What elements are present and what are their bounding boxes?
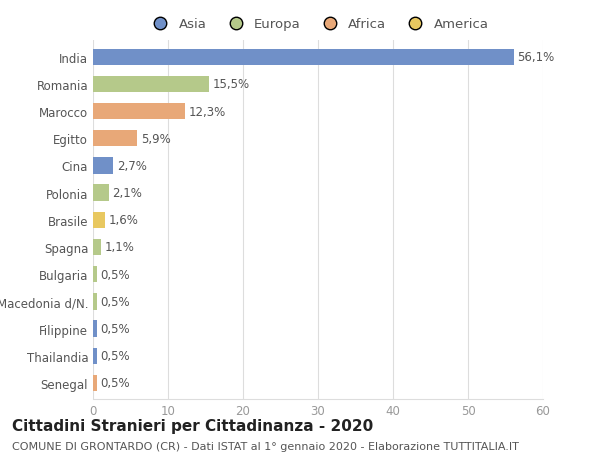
Text: 0,5%: 0,5% [101,295,130,308]
Text: Cittadini Stranieri per Cittadinanza - 2020: Cittadini Stranieri per Cittadinanza - 2… [12,418,373,433]
Bar [93,104,185,120]
Bar [93,239,101,256]
Text: 0,5%: 0,5% [101,349,130,363]
Text: 12,3%: 12,3% [189,106,226,118]
Text: 1,1%: 1,1% [105,241,135,254]
Text: 5,9%: 5,9% [141,133,171,146]
Legend: Asia, Europa, Africa, America: Asia, Europa, Africa, America [147,18,489,31]
Bar [93,321,97,337]
Bar [93,348,97,364]
Text: COMUNE DI GRONTARDO (CR) - Dati ISTAT al 1° gennaio 2020 - Elaborazione TUTTITAL: COMUNE DI GRONTARDO (CR) - Dati ISTAT al… [12,441,519,451]
Bar [93,50,514,66]
Text: 0,5%: 0,5% [101,376,130,390]
Text: 1,6%: 1,6% [109,214,139,227]
Bar [93,266,97,283]
Bar [93,77,209,93]
Bar [93,294,97,310]
Text: 2,1%: 2,1% [113,187,142,200]
Text: 0,5%: 0,5% [101,268,130,281]
Bar [93,212,105,229]
Bar [93,185,109,202]
Text: 56,1%: 56,1% [517,51,555,64]
Bar [93,131,137,147]
Bar [93,375,97,391]
Bar [93,158,113,174]
Text: 2,7%: 2,7% [117,160,147,173]
Text: 0,5%: 0,5% [101,322,130,335]
Text: 15,5%: 15,5% [213,78,250,91]
